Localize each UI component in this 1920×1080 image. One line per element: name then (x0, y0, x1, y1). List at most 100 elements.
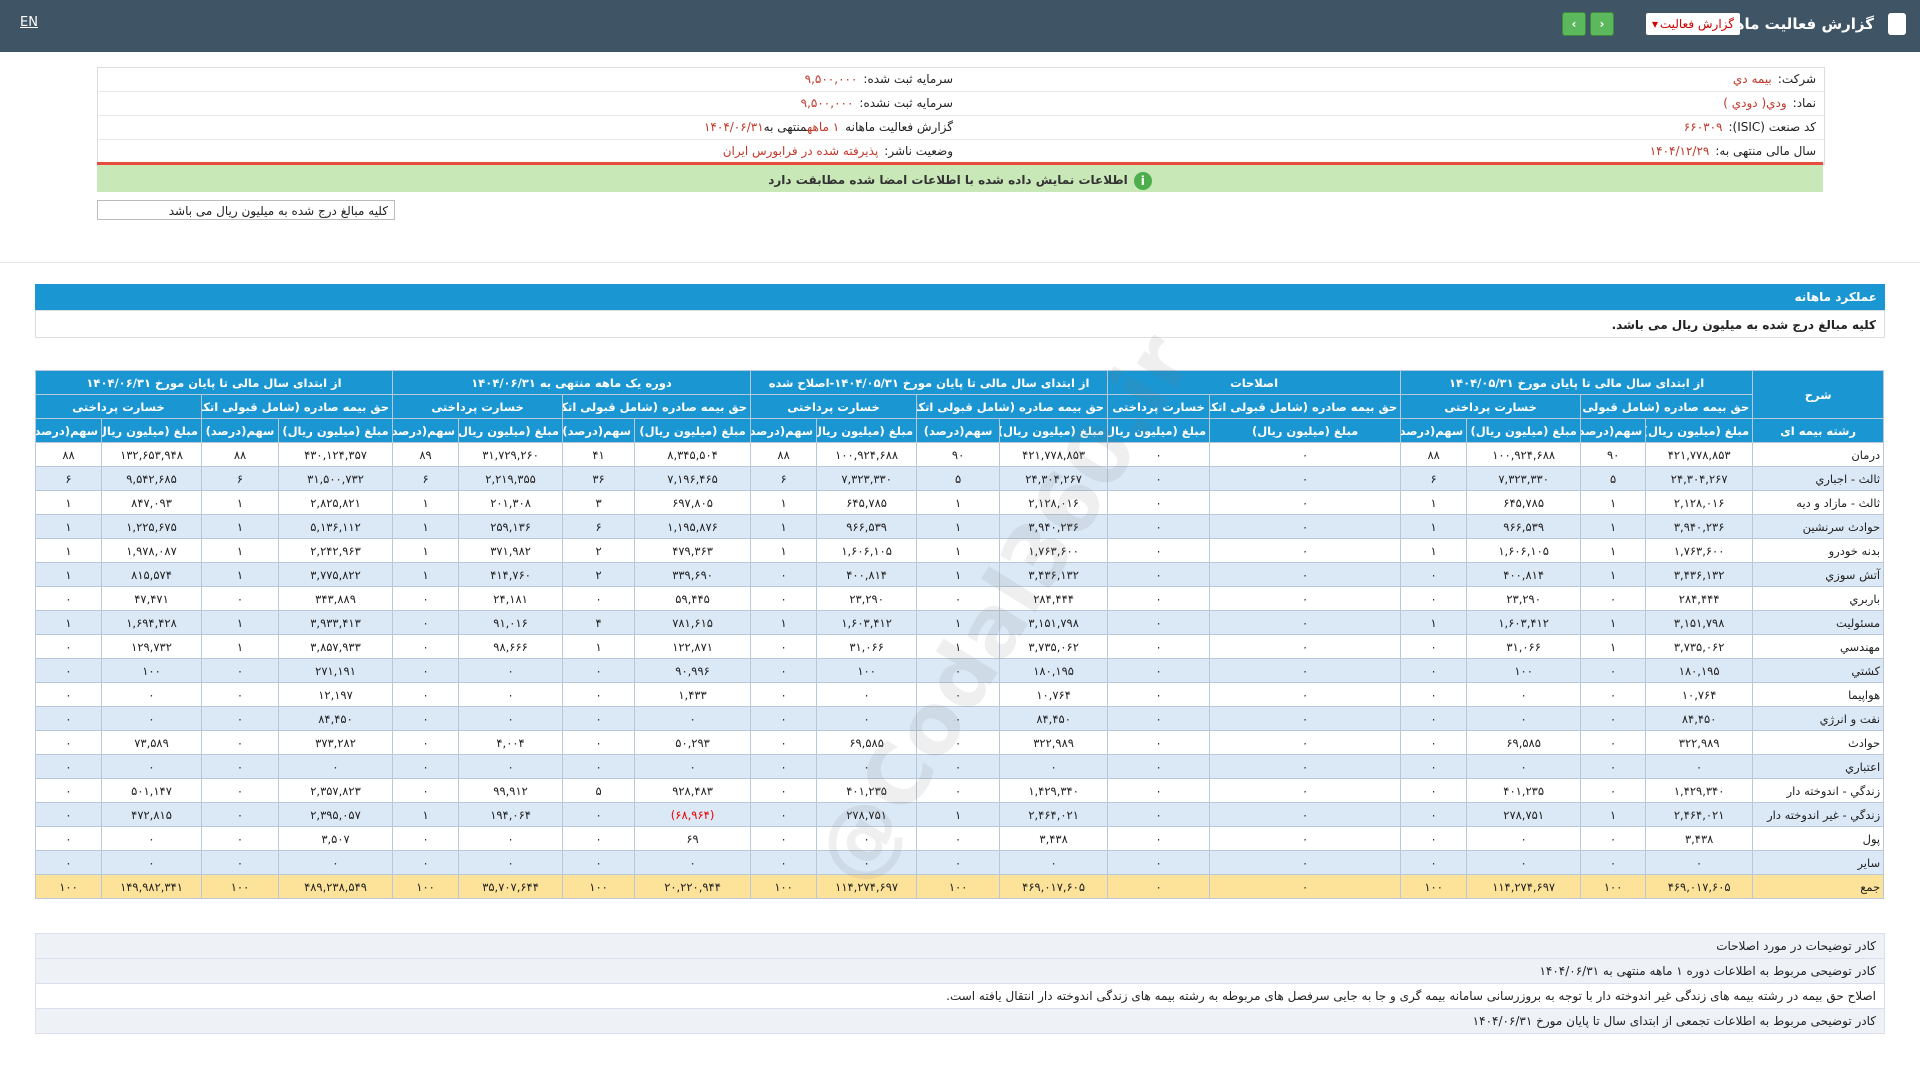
column-header: مبلغ (میلیون ریال) (1210, 419, 1401, 443)
sub-header: حق بیمه صادره (شامل قبولی اتکایی) (1210, 395, 1401, 419)
cell: ۲۰,۲۲۰,۹۴۴ (635, 875, 751, 899)
row-label: آتش سوزي (1753, 563, 1884, 587)
cell: ۰ (751, 683, 817, 707)
cell: ۰ (202, 707, 279, 731)
cell: ۹۲۸,۴۸۳ (635, 779, 751, 803)
note-row: کادر توضیحات در مورد اصلاحات (35, 933, 1885, 958)
cell: ۰ (817, 683, 917, 707)
cell: ۳,۷۳۵,۰۶۲ (1646, 635, 1753, 659)
cell: ۳,۷۳۵,۰۶۲ (1000, 635, 1108, 659)
cell: ۴ (563, 611, 635, 635)
cell: ۳۱,۵۰۰,۷۳۲ (279, 467, 393, 491)
prev-button[interactable]: ‹ (1562, 12, 1586, 36)
table-row: اعتباري۰۰۰۰۰۰۰۰۰۰۰۰۰۰۰۰۰۰ (36, 755, 1884, 779)
cell: ۰ (393, 707, 459, 731)
next-button[interactable]: › (1590, 12, 1614, 36)
cell: ۰ (1108, 779, 1210, 803)
cell: ۰ (459, 659, 563, 683)
cell: ۰ (817, 755, 917, 779)
cell: ۰ (1210, 587, 1401, 611)
cell: ۰ (563, 659, 635, 683)
cell: ۳,۴۳۸ (1000, 827, 1108, 851)
language-toggle[interactable]: EN (20, 15, 38, 30)
column-header: سهم(درصد) (563, 419, 635, 443)
header-row: شرحاز ابتدای سال مالی تا پایان مورخ ۱۴۰۴… (36, 371, 1884, 395)
total-row: جمع۴۶۹,۰۱۷,۶۰۵۱۰۰۱۱۴,۲۷۴,۶۹۷۱۰۰۰۰۴۶۹,۰۱۷… (36, 875, 1884, 899)
cell: ۰ (1210, 515, 1401, 539)
label: شرکت: (1778, 72, 1816, 86)
value: ۶۶۰۳۰۹ (1684, 120, 1723, 134)
cell: ۱۰۰ (563, 875, 635, 899)
cell: ۸۴۷,۰۹۳ (102, 491, 202, 515)
value: بیمه دي (1733, 72, 1772, 86)
cell: ۹۰ (1581, 443, 1646, 467)
cell: ۲۰۱,۳۰۸ (459, 491, 563, 515)
cell: ۳۶ (563, 467, 635, 491)
cell: ۲,۱۲۸,۰۱۶ (1646, 491, 1753, 515)
cell: ۰ (459, 827, 563, 851)
cell: ۰ (36, 707, 102, 731)
cell: ۱۰۰ (202, 875, 279, 899)
label: وضعیت ناشر: (884, 144, 953, 158)
cell: ۰ (751, 635, 817, 659)
cell: ۰ (1210, 467, 1401, 491)
cell: ۱۰۰ (817, 659, 917, 683)
value: ۱۴۰۴/۱۲/۲۹ (1650, 144, 1710, 158)
cell: ۰ (1210, 731, 1401, 755)
row-label: كشتي (1753, 659, 1884, 683)
cell: ۲۵۹,۱۳۶ (459, 515, 563, 539)
row-label: حوادث سرنشين (1753, 515, 1884, 539)
cell: ۱ (751, 491, 817, 515)
cell: ۱ (1581, 611, 1646, 635)
cell: ۲,۴۶۴,۰۲۱ (1646, 803, 1753, 827)
row-label: ثالث - اجباري (1753, 467, 1884, 491)
cell: ۰ (751, 707, 817, 731)
company-info: شرکت:بیمه ديسرمایه ثبت شده:۹,۵۰۰,۰۰۰ نما… (97, 67, 1825, 165)
cell: ۰ (751, 731, 817, 755)
cell: ۰ (917, 587, 1000, 611)
table-row: نفت و انرژي۸۴,۴۵۰۰۰۰۰۰۸۴,۴۵۰۰۰۰۰۰۰۰۸۴,۴۵… (36, 707, 1884, 731)
cell: ۲,۲۱۹,۳۵۵ (459, 467, 563, 491)
cell: ۰ (1108, 659, 1210, 683)
cell: ۱ (202, 539, 279, 563)
cell: ۰ (917, 683, 1000, 707)
row-label: زندگي - غير اندوخته دار (1753, 803, 1884, 827)
cell: ۲۷۸,۷۵۱ (817, 803, 917, 827)
cell: ۳,۹۳۳,۴۱۳ (279, 611, 393, 635)
cell: ۰ (1108, 587, 1210, 611)
cell: ۱,۶۹۴,۴۲۸ (102, 611, 202, 635)
value: ۱۴۰۴/۰۶/۳۱ (704, 120, 764, 134)
report-select[interactable]: گزارش فعالیت (1646, 13, 1740, 35)
cell: ۸۸ (36, 443, 102, 467)
cell: ۱ (1401, 515, 1467, 539)
cell: ۴۱۴,۷۶۰ (459, 563, 563, 587)
cell: ۰ (1108, 635, 1210, 659)
cell: ۵ (1581, 467, 1646, 491)
cell: ۰ (459, 755, 563, 779)
cell: ۰ (36, 731, 102, 755)
value: ودي( دودي ) (1723, 96, 1786, 110)
column-header: مبلغ (میلیون ریال) (459, 419, 563, 443)
row-label: اعتباري (1753, 755, 1884, 779)
cell: ۱,۶۰۶,۱۰۵ (817, 539, 917, 563)
cell: ۱ (36, 515, 102, 539)
info-row: شرکت:بیمه ديسرمایه ثبت شده:۹,۵۰۰,۰۰۰ (98, 68, 1824, 92)
cell: ۰ (563, 683, 635, 707)
table-row: هواپيما۱۰,۷۶۴۰۰۰۰۰۱۰,۷۶۴۰۰۰۱,۴۳۳۰۰۰۱۲,۱۹… (36, 683, 1884, 707)
cell: ۰ (102, 707, 202, 731)
cell: ۰ (459, 683, 563, 707)
cell: ۱۲۹,۷۳۲ (102, 635, 202, 659)
cell: ۰ (563, 803, 635, 827)
column-header: سهم(درصد) (1581, 419, 1646, 443)
cell: ۳,۱۵۱,۷۹۸ (1000, 611, 1108, 635)
cell: ۹۶۶,۵۳۹ (817, 515, 917, 539)
cell: ۰ (817, 707, 917, 731)
cell: ۱ (751, 611, 817, 635)
cell: ۰ (1210, 851, 1401, 875)
cell: ۰ (1108, 755, 1210, 779)
note-row: اصلاح حق بیمه در رشته بیمه های زندگی غیر… (35, 983, 1885, 1008)
cell: ۰ (393, 635, 459, 659)
cell: ۰ (1401, 707, 1467, 731)
cell: ۱,۶۰۳,۴۱۲ (1467, 611, 1581, 635)
